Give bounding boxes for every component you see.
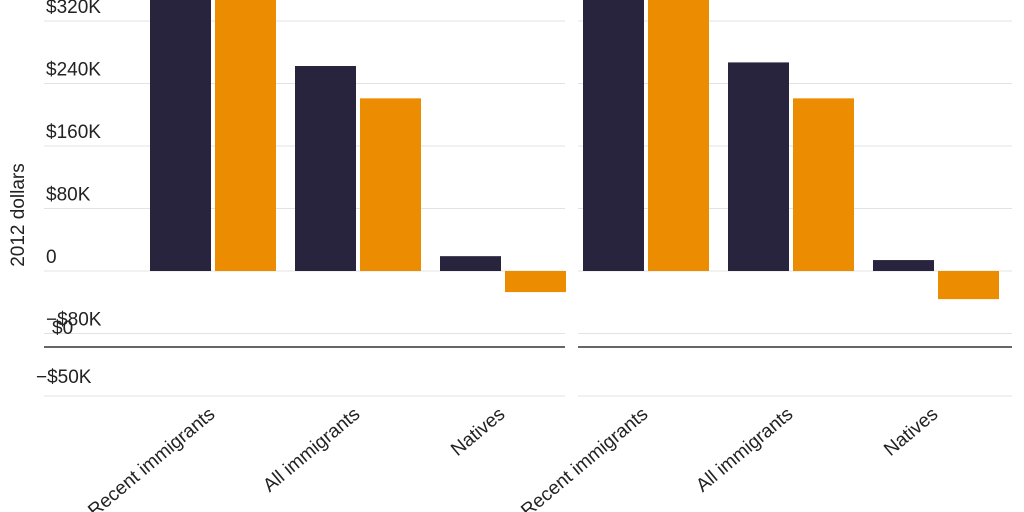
bar [793, 98, 854, 271]
y-tick-label: $320K [46, 0, 101, 18]
y2-tick-label: −$50K [36, 367, 92, 388]
bar [295, 66, 356, 271]
y-tick-label: −$80K [46, 310, 102, 331]
y2-tick-label: $0 [52, 318, 73, 339]
x-tick-label: Recent immigrants [517, 404, 652, 512]
y-tick-label: $160K [46, 122, 101, 143]
y-tick-label: 0 [46, 247, 57, 268]
x-tick-label: All immigrants [692, 404, 797, 497]
bar [648, 0, 709, 271]
y-tick-label: $80K [46, 185, 91, 206]
bar [583, 0, 644, 271]
x-tick-label: Recent immigrants [84, 404, 219, 512]
bar [728, 62, 789, 271]
y-axis-title: 2012 dollars [8, 163, 29, 267]
bar [873, 260, 934, 271]
bar [505, 271, 566, 293]
bar [150, 0, 211, 271]
x-tick-label: Natives [880, 404, 942, 461]
y-tick-label: $240K [46, 60, 101, 81]
bar [215, 0, 276, 271]
x-tick-label: All immigrants [259, 404, 364, 497]
bar [938, 271, 999, 300]
bar [360, 98, 421, 271]
x-tick-label: Natives [447, 404, 509, 461]
bar [440, 256, 501, 271]
